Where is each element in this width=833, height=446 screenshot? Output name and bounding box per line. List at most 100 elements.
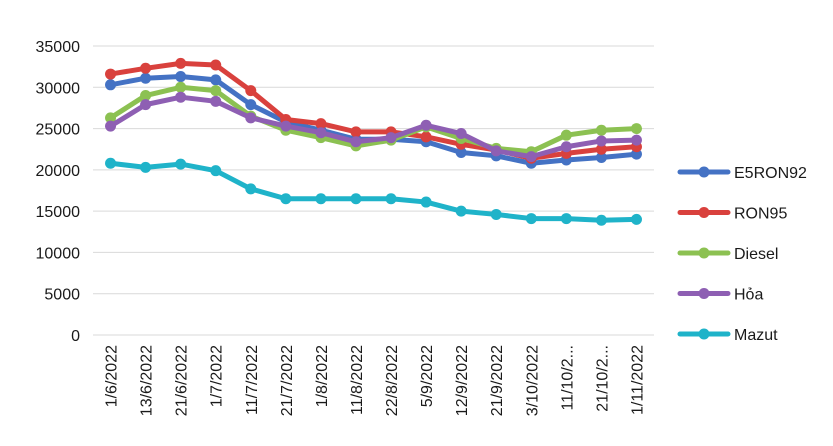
y-tick-label: 35000 [36, 39, 81, 56]
data-point [140, 99, 152, 111]
data-point [595, 214, 607, 226]
data-point [525, 213, 537, 225]
legend-item: RON95 [677, 206, 787, 223]
legend-swatch-marker [698, 207, 710, 218]
data-point [245, 183, 257, 195]
legend-swatch-marker [698, 288, 710, 299]
data-point [175, 81, 187, 93]
data-point [140, 62, 152, 74]
data-point [595, 135, 607, 147]
data-point [595, 124, 607, 136]
x-tick-label: 1/8/2022 [314, 345, 331, 407]
legend-item: Hỏa [677, 287, 763, 304]
data-point [105, 120, 117, 132]
data-point [385, 193, 397, 205]
data-point [210, 85, 222, 97]
data-point [140, 161, 152, 173]
y-tick-label: 10000 [36, 245, 81, 262]
data-point [420, 131, 432, 143]
legend-label: Mazut [734, 327, 778, 344]
x-tick-label: 11/7/2022 [244, 345, 261, 415]
series-lines [105, 57, 642, 226]
y-tick-label: 5000 [44, 287, 80, 304]
data-point [595, 151, 607, 163]
legend-item: Mazut [677, 327, 778, 344]
x-tick-label: 5/9/2022 [419, 345, 436, 407]
legend-label: Hỏa [734, 287, 763, 304]
data-point [420, 119, 432, 131]
y-axis-ticks: 0 5000 10000 15000 20000 25000 30000 35000 [36, 39, 81, 345]
x-tick-label: 22/8/2022 [384, 345, 401, 416]
series-h-a [105, 91, 642, 163]
data-point [350, 193, 362, 205]
x-tick-label: 21/9/2022 [489, 345, 506, 416]
series-line [108, 160, 639, 223]
data-point [420, 196, 432, 208]
legend-label: Diesel [734, 246, 778, 263]
data-point [105, 112, 117, 124]
x-axis-ticks: 1/6/2022 13/6/2022 21/6/2022 1/7/2022 11/7/2… [104, 345, 647, 416]
data-point [455, 128, 467, 140]
data-point [105, 68, 117, 80]
legend-swatch-marker [698, 166, 710, 178]
legend-item: Diesel [677, 246, 778, 263]
data-point [455, 205, 467, 217]
series-ron95 [105, 57, 642, 164]
data-point [525, 151, 537, 163]
data-point [210, 95, 222, 107]
y-tick-label: 30000 [36, 80, 81, 97]
data-point [210, 165, 222, 177]
legend-label: E5RON92 [734, 165, 807, 182]
x-tick-label: 13/6/2022 [139, 345, 156, 416]
data-point [140, 90, 152, 102]
data-point [455, 147, 467, 159]
x-tick-label: 1/11/2022 [629, 345, 646, 415]
data-point [210, 59, 222, 71]
series-line [108, 94, 639, 160]
x-tick-label: 11/8/2022 [349, 345, 366, 415]
x-tick-label: 21/6/2022 [174, 345, 191, 416]
y-tick-label: 15000 [36, 204, 81, 221]
data-point [175, 91, 187, 103]
legend-swatch-marker [698, 247, 710, 259]
data-point [280, 193, 292, 205]
data-point [630, 123, 642, 135]
data-point [280, 120, 292, 132]
y-tick-label: 25000 [36, 122, 81, 139]
data-point [350, 126, 362, 138]
data-point [315, 127, 327, 139]
x-tick-label: 11/10/2... [559, 345, 576, 411]
x-tick-label: 12/9/2022 [454, 345, 471, 416]
data-point [210, 74, 222, 86]
legend-item: E5RON92 [677, 165, 807, 182]
legend-label: RON95 [734, 206, 787, 223]
data-point [175, 57, 187, 69]
x-tick-label: 1/6/2022 [104, 345, 121, 407]
data-point [630, 213, 642, 225]
data-point [315, 118, 327, 130]
data-point [105, 157, 117, 169]
x-tick-label: 21/7/2022 [279, 345, 296, 416]
data-point [245, 99, 257, 111]
data-point [315, 193, 327, 205]
data-point [560, 141, 572, 153]
data-point [595, 143, 607, 155]
data-point [385, 132, 397, 144]
data-point [245, 85, 257, 97]
data-point [175, 71, 187, 83]
x-tick-label: 1/7/2022 [209, 345, 226, 407]
data-point [560, 129, 572, 141]
data-point [105, 79, 117, 91]
x-tick-label: 3/10/2022 [524, 345, 541, 416]
data-point [560, 213, 572, 225]
series-mazut [105, 157, 642, 226]
data-point [245, 112, 257, 124]
legend-swatch-marker [698, 328, 710, 340]
series-line [108, 60, 639, 161]
data-point [140, 72, 152, 84]
y-tick-label: 20000 [36, 163, 81, 180]
series-line [108, 84, 639, 155]
data-point [350, 136, 362, 148]
data-point [490, 145, 502, 157]
